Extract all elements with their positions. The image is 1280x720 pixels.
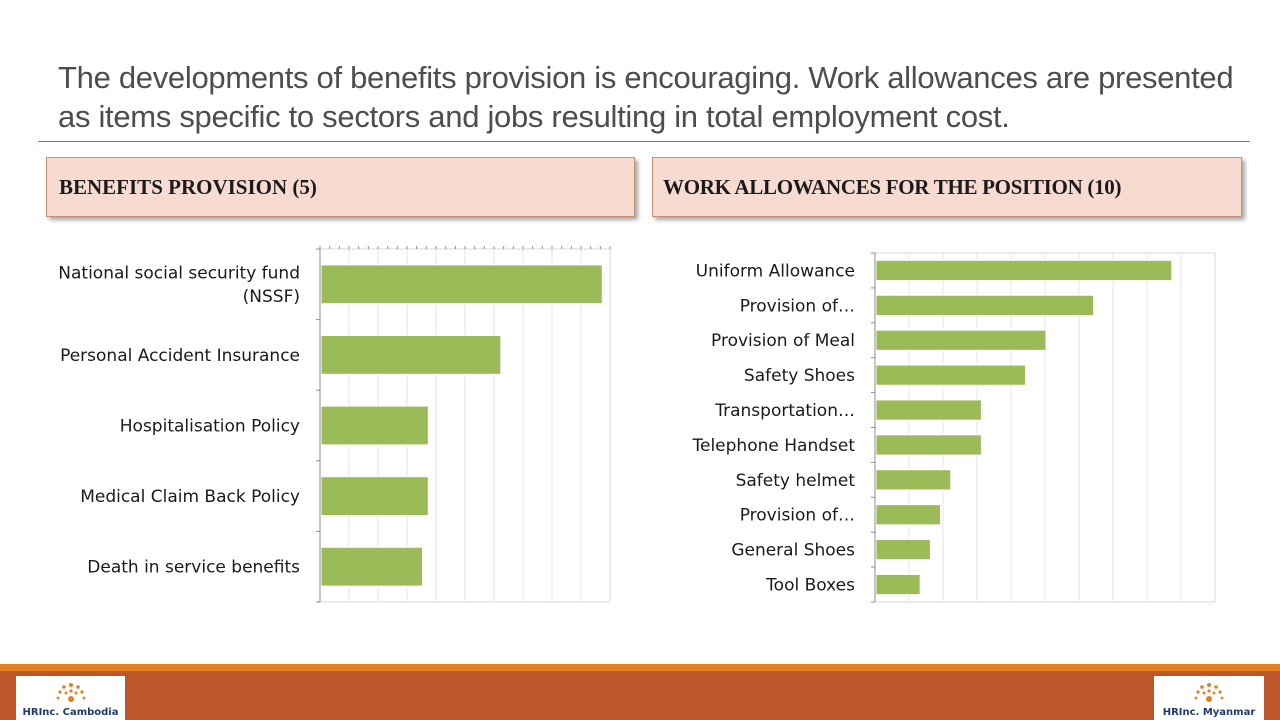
sunburst-logo-icon — [56, 683, 85, 702]
hrinc-myanmar-logo: HRInc. Myanmar — [1154, 676, 1264, 720]
bar — [320, 476, 429, 517]
title-divider — [38, 141, 1250, 142]
bar — [875, 539, 931, 561]
category-label: Provision of… — [740, 296, 855, 316]
bar — [875, 469, 952, 491]
category-label: Personal Accident Insurance — [60, 346, 300, 366]
benefits-provision-header: BENEFITS PROVISION (5) — [46, 157, 635, 217]
work-allowances-header: WORK ALLOWANCES FOR THE POSITION (10) — [652, 157, 1242, 217]
logo-left-text: HRInc. Cambodia — [22, 707, 119, 718]
bar — [875, 504, 942, 526]
work-allowances-chart: Uniform Allowance Provision of… Provision … — [692, 252, 1216, 603]
footer-band — [0, 671, 1280, 720]
category-label: Death in service benefits — [87, 558, 300, 578]
hrinc-cambodia-logo: HRInc. Cambodia — [16, 676, 125, 720]
category-label: Transportation… — [714, 401, 855, 421]
bar — [320, 405, 429, 446]
logo-right-text: HRInc. Myanmar — [1162, 707, 1256, 718]
category-label: Safety Shoes — [744, 366, 855, 386]
bar — [875, 329, 1047, 351]
category-label: Safety helmet — [736, 471, 856, 491]
bar — [320, 546, 423, 587]
sunburst-logo-icon — [1194, 683, 1224, 702]
benefits-provision-chart: National social security fund (NSSF) Perso… — [58, 246, 611, 603]
category-label: Telephone Handset — [692, 436, 856, 456]
category-label: Provision of… — [740, 506, 855, 526]
category-label: Tool Boxes — [765, 576, 855, 596]
bar — [875, 434, 982, 456]
category-label: Hospitalisation Policy — [120, 416, 300, 436]
footer-accent-line — [0, 664, 1280, 671]
category-label: Provision of Meal — [711, 331, 855, 351]
slide-title: The developments of benefits provision i… — [58, 60, 1234, 134]
category-label: Medical Claim Back Policy — [80, 487, 300, 507]
bar — [320, 264, 603, 305]
category-label: Uniform Allowance — [696, 261, 855, 281]
category-label: National social security fund (NSSF) — [58, 263, 300, 307]
bar — [875, 259, 1173, 282]
bar — [875, 399, 982, 421]
bar — [875, 364, 1027, 386]
bar — [320, 334, 502, 375]
bar — [875, 294, 1095, 316]
bar — [875, 573, 921, 596]
category-label: General Shoes — [731, 541, 855, 561]
